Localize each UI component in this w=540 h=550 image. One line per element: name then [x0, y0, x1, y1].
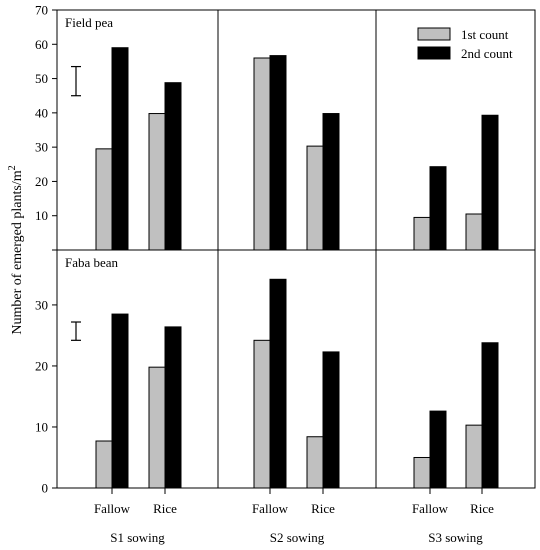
bar-r0-p1-s0-c0: [253, 57, 271, 251]
ytick-label-r1-10: 10: [35, 419, 48, 434]
bar-r0-p0-s1-c0: [111, 47, 129, 251]
sowing-label-2: S3 sowing: [428, 530, 483, 545]
bar-r0-p2-s1-c1: [481, 114, 499, 251]
bar-r0-p0-s0-c0: [95, 148, 113, 251]
bar-r0-p1-s1-c0: [269, 55, 287, 251]
bar-r1-p0-s0-c0: [95, 440, 113, 489]
sowing-label-1: S2 sowing: [270, 530, 325, 545]
bar-r1-p2-s0-c1: [465, 424, 483, 489]
ytick-label-r0-60: 60: [35, 37, 48, 52]
bar-r1-p2-s1-c1: [481, 342, 499, 489]
ytick-label-r0-40: 40: [35, 105, 48, 120]
xtick-label-p1-c0: Fallow: [252, 501, 289, 516]
xtick-label-p0-c1: Rice: [153, 501, 177, 516]
bar-r1-p2-s1-c0: [429, 410, 447, 489]
bar-r1-p1-s1-c1: [322, 351, 340, 489]
bar-r0-p1-s1-c1: [322, 113, 340, 251]
bar-r0-p0-s1-c1: [164, 82, 182, 251]
crop-label-r1: Faba bean: [65, 255, 119, 270]
bar-r0-p2-s0-c1: [465, 213, 483, 251]
xtick-label-p2-c1: Rice: [470, 501, 494, 516]
xtick-label-p1-c1: Rice: [311, 501, 335, 516]
plot-frame: [56, 9, 536, 489]
crop-label-r0: Field pea: [65, 15, 113, 30]
ytick-label-r0-70: 70: [35, 3, 48, 18]
ytick-label-r1-30: 30: [35, 297, 48, 312]
ytick-label-r1-20: 20: [35, 358, 48, 373]
xtick-label-p0-c0: Fallow: [94, 501, 131, 516]
legend-swatch-0: [417, 27, 451, 41]
bar-r0-p2-s0-c0: [413, 216, 431, 251]
ytick-label-r0-10: 10: [35, 208, 48, 223]
bar-r1-p0-s1-c0: [111, 313, 129, 489]
bar-r1-p1-s0-c0: [253, 339, 271, 489]
ytick-label-r1-0: 0: [42, 481, 49, 496]
bar-r0-p1-s0-c1: [306, 145, 324, 251]
ytick-label-r0-50: 50: [35, 71, 48, 86]
bar-r0-p2-s1-c0: [429, 166, 447, 251]
legend-label-1: 2nd count: [461, 46, 513, 61]
xtick-label-p2-c0: Fallow: [412, 501, 449, 516]
bar-r1-p1-s1-c0: [269, 278, 287, 489]
bar-r1-p2-s0-c0: [413, 456, 431, 489]
bar-r1-p1-s0-c1: [306, 436, 324, 489]
y-axis-label: Number of emerged plants/m2: [7, 165, 25, 334]
bar-r1-p0-s0-c1: [148, 366, 166, 489]
ytick-label-r0-20: 20: [35, 174, 48, 189]
bar-r1-p0-s1-c1: [164, 326, 182, 489]
ytick-label-r0-30: 30: [35, 140, 48, 155]
sowing-label-0: S1 sowing: [110, 530, 165, 545]
bar-r0-p0-s0-c1: [148, 113, 166, 251]
legend-swatch-1: [417, 46, 451, 60]
legend-label-0: 1st count: [461, 27, 509, 42]
